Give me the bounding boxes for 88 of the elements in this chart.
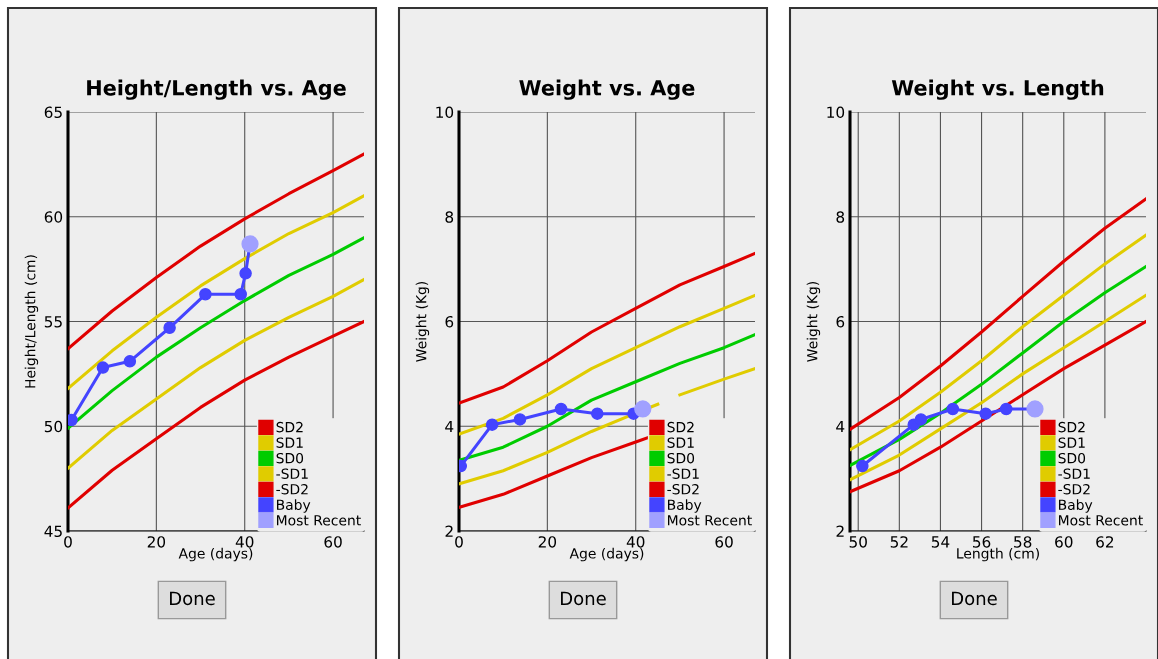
legend-label: SD1 (1058, 437, 1085, 448)
point (239, 267, 252, 280)
legend-label: SD2 (276, 421, 303, 433)
legend-label: SD2 (1058, 421, 1085, 433)
x-tick-label: 20 (147, 536, 166, 548)
legend-label: Most Recent (1059, 515, 1143, 526)
x-axis-title: Age (days) (569, 547, 644, 562)
text: Done (561, 591, 606, 606)
x-tick-label: 60 (1055, 536, 1073, 548)
legend-label: Baby (277, 499, 311, 513)
legend-label: SD1 (667, 437, 694, 448)
x-tick-label: 60 (715, 536, 733, 548)
legend-label: -SD2 (1058, 483, 1090, 495)
y-tick-label: 10 (827, 106, 845, 119)
line-series (850, 319, 1146, 494)
x-axis-title: Age (days) (178, 547, 253, 562)
point (856, 459, 869, 473)
y-tick-label: 2 (836, 525, 844, 537)
legend-label: -SD2 (276, 483, 308, 495)
x-tick-label: 56 (973, 536, 991, 548)
point (485, 418, 499, 431)
y-tick-label: 65 (44, 106, 62, 119)
y-tick-label: 10 (436, 106, 454, 119)
line-series (459, 251, 755, 405)
y-axis-title: Weight (Kg) (415, 281, 430, 362)
line-series (850, 264, 1146, 468)
legend-label: SD1 (276, 437, 303, 448)
y-tick-label: 45 (44, 525, 62, 538)
line-series (68, 194, 364, 391)
point (199, 288, 212, 301)
line-series (68, 278, 364, 470)
x-tick-label: 50 (849, 536, 867, 548)
y-tick-label: 60 (44, 211, 63, 223)
y-tick-label: 4 (836, 420, 845, 433)
x-tick-label: 20 (538, 536, 557, 548)
legend-label: -SD1 (1058, 468, 1090, 479)
point (946, 402, 960, 416)
legend-label: -SD1 (667, 468, 699, 479)
y-axis-title: Height/Length (cm) (24, 255, 39, 388)
point (163, 321, 176, 335)
y-tick-label: 55 (44, 316, 62, 328)
y-tick-label: 4 (445, 420, 454, 433)
point (999, 402, 1013, 416)
point (979, 407, 992, 420)
x-tick-label: 62 (1096, 536, 1114, 548)
point (123, 355, 137, 368)
y-tick-label: 2 (445, 525, 453, 537)
text: Done (952, 591, 997, 606)
legend-label: Most Recent (277, 515, 361, 526)
line-series (459, 293, 755, 436)
x-tick-label: 0 (455, 536, 463, 548)
legend-label: Baby (1059, 499, 1093, 513)
legend-label: -SD1 (276, 468, 308, 479)
x-tick-label: 60 (324, 536, 342, 548)
legend-label: Baby (668, 499, 702, 513)
x-tick-label: 40 (235, 536, 254, 548)
y-tick-label: 8 (445, 211, 454, 223)
x-tick-label: 0 (64, 536, 72, 548)
line-series (850, 233, 1146, 452)
y-tick-label: 6 (836, 315, 845, 328)
point (234, 288, 247, 301)
legend-label: SD0 (1058, 452, 1086, 464)
y-tick-label: 6 (445, 315, 454, 328)
legend-label: SD2 (667, 421, 694, 433)
point (96, 361, 110, 374)
point (914, 413, 928, 426)
point (513, 413, 527, 426)
chart-title: Height/Length vs. Age (87, 79, 346, 100)
line-series (850, 293, 1146, 482)
text: Done (170, 591, 215, 606)
legend-label: Most Recent (668, 515, 752, 526)
chart-title: Weight vs. Length (891, 79, 1104, 100)
x-tick-label: 52 (890, 536, 908, 548)
x-tick-label: 54 (931, 536, 950, 548)
y-axis-title: Weight (Kg) (806, 281, 821, 362)
line-series (850, 197, 1146, 431)
point (554, 402, 568, 416)
point (591, 407, 604, 420)
y-tick-label: 50 (44, 420, 63, 433)
legend-label: -SD2 (667, 483, 699, 495)
chart-title: Weight vs. Age (519, 79, 695, 100)
legend-label: SD0 (667, 452, 695, 464)
line-series (68, 152, 364, 351)
legend-label: SD0 (276, 452, 304, 464)
x-tick-label: 40 (626, 536, 645, 548)
x-axis-title: Length (cm) (957, 547, 1039, 562)
y-tick-label: 8 (836, 211, 845, 223)
x-tick-label: 58 (1014, 536, 1032, 548)
